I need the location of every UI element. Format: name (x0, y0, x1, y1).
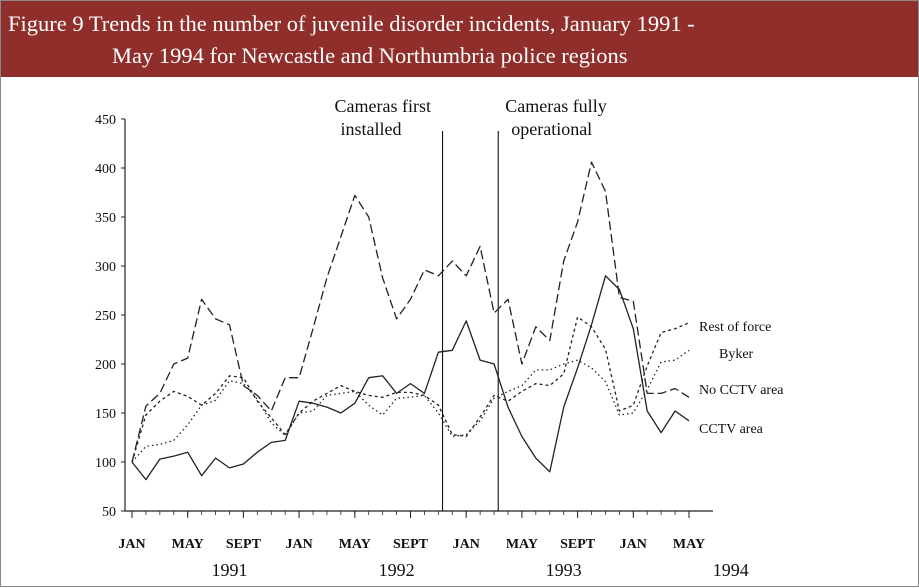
x-tick-label: JAN (118, 537, 145, 552)
x-tick-label: MAY (506, 537, 538, 552)
series-label: Byker (719, 347, 754, 362)
series-line (131, 349, 690, 463)
series-label: CCTV area (699, 422, 764, 437)
x-tick-label: SEPT (226, 537, 262, 552)
series-line (131, 161, 690, 463)
x-tick-label: SEPT (393, 537, 429, 552)
series-line (131, 316, 690, 463)
series-label: Rest of force (699, 320, 771, 335)
year-label: 1994 (713, 560, 749, 580)
figure-title-line-1: Figure 9 Trends in the number of juvenil… (8, 11, 695, 36)
annotation-label: installed (341, 119, 402, 139)
y-tick-label: 450 (95, 113, 116, 128)
x-tick-label: MAY (172, 537, 204, 552)
year-label: 1992 (379, 560, 415, 580)
series-label: No CCTV area (699, 383, 784, 398)
x-tick-label: MAY (339, 537, 371, 552)
annotation-label: operational (511, 119, 592, 139)
annotation-label: Cameras fully (505, 96, 606, 116)
x-tick-label: JAN (285, 537, 312, 552)
x-tick-label: JAN (620, 537, 647, 552)
y-tick-label: 300 (95, 260, 116, 275)
y-tick-label: 250 (95, 309, 116, 324)
y-tick-label: 400 (95, 162, 116, 177)
y-tick-label: 100 (95, 456, 116, 471)
year-label: 1993 (546, 560, 582, 580)
year-label: 1991 (211, 560, 247, 580)
x-tick-label: MAY (673, 537, 705, 552)
y-tick-label: 150 (95, 407, 116, 422)
y-tick-label: 200 (95, 358, 116, 373)
x-tick-label: SEPT (560, 537, 596, 552)
figure-title-line-2: May 1994 for Newcastle and Northumbria p… (112, 43, 628, 68)
annotation-label: Cameras first (335, 96, 431, 116)
figure-title: Figure 9 Trends in the number of juvenil… (1, 1, 918, 77)
series-line (131, 275, 690, 481)
y-tick-label: 350 (95, 211, 116, 226)
y-tick-label: 50 (102, 505, 116, 520)
x-tick-label: JAN (453, 537, 480, 552)
